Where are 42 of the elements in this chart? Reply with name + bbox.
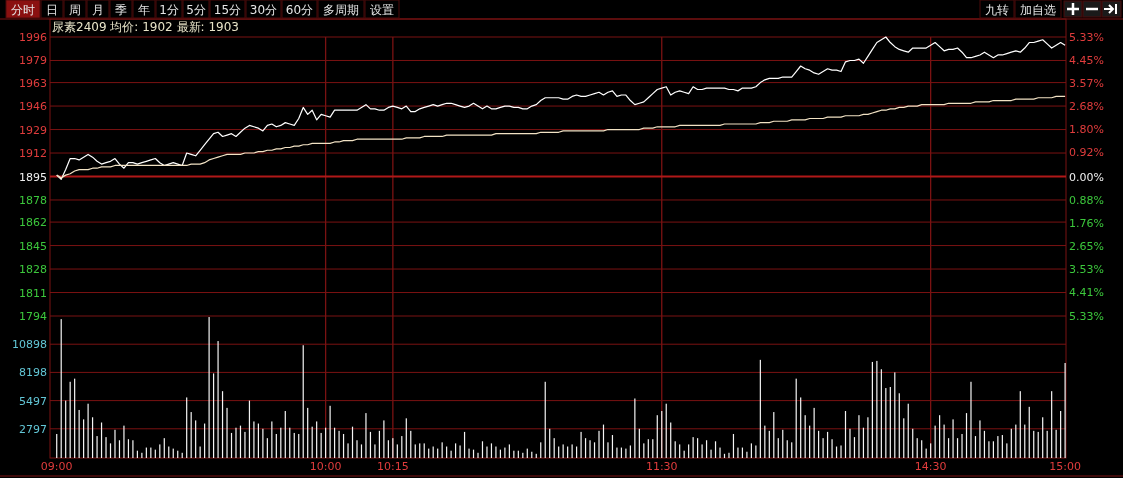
x-tick-label: 10:15 [377, 460, 409, 473]
y2-tick-label: 3.53% [1069, 262, 1104, 276]
y2-tick-label: 3.57% [1069, 77, 1104, 91]
y-tick-label: 1794 [19, 310, 47, 323]
button: 九转 [979, 0, 1015, 19]
y-tick-label: 1845 [19, 239, 47, 253]
y-tick-label: 8198 [19, 366, 47, 380]
y2-tick-label: 5.33% [1069, 31, 1104, 44]
toolbar: 分时 日 周 月 季 年 1分 5分 15分 30分 60分 多周期 设置 [5, 0, 400, 19]
y-tick-label: 1895 [19, 170, 47, 184]
y2-tick-label: 0.88% [1069, 193, 1104, 207]
y-tick-label: 1862 [19, 216, 47, 230]
y-tick-label: 1963 [19, 76, 47, 90]
line-series [56, 36, 1066, 180]
y-tick-label: 1878 [19, 193, 47, 207]
y-tick-label: 1912 [19, 147, 47, 161]
y-tick-label: 5497 [19, 394, 47, 408]
x-tick-label: 10:00 [309, 460, 342, 473]
y-tick-label: 1979 [19, 54, 47, 68]
y2-tick-label: 2.65% [1069, 239, 1104, 253]
y2-tick-label: 1.80% [1069, 123, 1104, 137]
y-tick-label: 1811 [19, 286, 47, 300]
button: 加自选 [1014, 0, 1062, 19]
y-tick-label: 1946 [19, 100, 47, 114]
y-tick-label: 1929 [19, 123, 47, 137]
y2-tick-label: 0.00% [1069, 170, 1104, 184]
y-tick-label: 1996 [19, 31, 47, 44]
y2-tick-label: 1.76% [1069, 216, 1104, 230]
x-tick-label: 09:00 [40, 460, 73, 473]
y-tick-label: 2797 [19, 422, 47, 436]
x-tick-label: 11:30 [645, 460, 678, 473]
x-tick-label: 14:30 [914, 460, 947, 473]
x-tick-label: 15:00 [1049, 460, 1081, 473]
y2-tick-label: 4.41% [1069, 285, 1104, 299]
y2-tick-label: 5.33% [1069, 310, 1104, 323]
y2-tick-label: 4.45% [1069, 54, 1104, 68]
line-series [56, 95, 1066, 179]
chart-title: 尿素2409 均价: 1902 最新: 1903 [52, 20, 239, 34]
y2-tick-label: 0.92% [1069, 146, 1104, 160]
y-tick-label: 10898 [12, 338, 47, 352]
y-tick-label: 1828 [19, 263, 47, 277]
y2-tick-label: 2.68% [1069, 100, 1104, 114]
